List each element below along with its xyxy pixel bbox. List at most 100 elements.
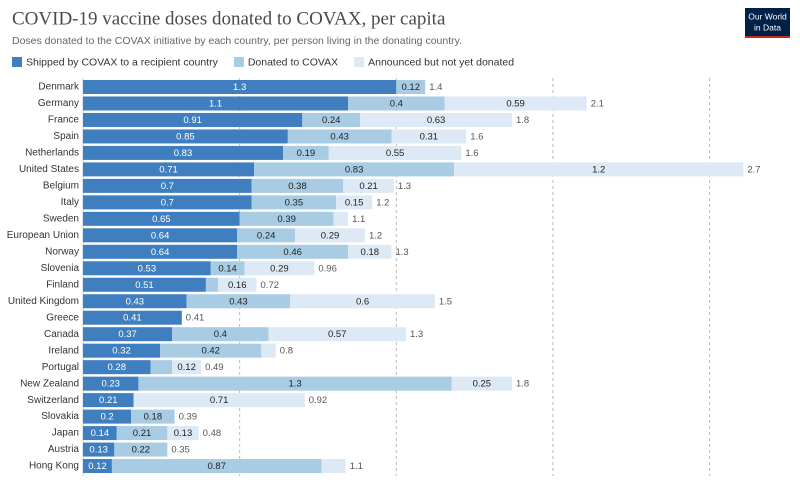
data-label: 0.12 <box>88 461 107 472</box>
data-label: 0.21 <box>99 395 118 406</box>
legend-label: Donated to COVAX <box>248 56 338 68</box>
bar-segment <box>333 211 349 226</box>
bar-segment <box>186 294 291 309</box>
legend-swatch <box>233 57 244 67</box>
total-label: 1.4 <box>429 82 442 93</box>
bar-segment <box>83 409 132 424</box>
data-label: 0.91 <box>183 115 202 126</box>
data-label: 0.6 <box>356 296 369 307</box>
bar-segment <box>133 393 305 408</box>
bar-segment <box>348 244 392 259</box>
y-tick-label: Japan <box>52 428 79 439</box>
bar-segment <box>254 162 455 177</box>
bar-segment <box>336 195 373 210</box>
y-tick-label: France <box>48 115 80 126</box>
bar-segment <box>360 112 512 127</box>
data-label: 0.83 <box>174 148 193 159</box>
bar-segment <box>261 343 276 358</box>
data-label: 0.37 <box>118 329 137 340</box>
y-tick-label: Germany <box>38 98 79 109</box>
total-label: 1.8 <box>516 379 529 390</box>
bar-segment <box>83 360 151 375</box>
data-label: 0.7 <box>161 197 174 208</box>
y-tick-label: United Kingdom <box>8 296 79 307</box>
data-label: 0.57 <box>328 329 347 340</box>
total-label: 2.1 <box>591 98 604 109</box>
total-label: 1.1 <box>352 214 365 225</box>
data-label: 0.42 <box>201 346 220 357</box>
data-label: 1.3 <box>288 379 301 390</box>
total-label: 1.6 <box>465 148 478 159</box>
data-label: 0.53 <box>138 263 157 274</box>
bar-segment <box>343 178 394 193</box>
data-label: 0.85 <box>176 131 195 142</box>
legend-swatch <box>12 57 22 67</box>
bar-segment <box>83 195 252 210</box>
data-label: 0.55 <box>386 148 405 159</box>
total-label: 0.96 <box>318 263 337 274</box>
bar-segment <box>83 228 238 243</box>
data-label: 1.2 <box>592 164 605 175</box>
y-tick-label: Italy <box>61 197 79 208</box>
bar-segment <box>83 80 397 94</box>
total-label: 1.2 <box>369 230 382 241</box>
total-label: 1.3 <box>398 181 411 192</box>
bar-segment <box>160 343 262 358</box>
bar-segment <box>396 80 426 94</box>
chart-title: COVID-19 vaccine doses donated to COVAX,… <box>12 8 446 29</box>
bar-segment <box>205 277 218 292</box>
bar-segment <box>83 310 182 325</box>
bar-segment <box>83 129 288 144</box>
bar-segment <box>83 426 117 441</box>
bar-segment <box>83 442 115 457</box>
bar-segment <box>302 112 361 127</box>
total-label: 2.7 <box>747 164 760 175</box>
bar-segment <box>391 129 467 144</box>
bar-segment <box>251 195 337 210</box>
bar-segment <box>83 162 255 177</box>
data-label: 0.23 <box>101 379 120 390</box>
data-label: 0.83 <box>345 164 364 175</box>
data-label: 0.29 <box>270 263 289 274</box>
data-label: 0.13 <box>89 445 108 456</box>
bar-segment <box>83 393 134 408</box>
bar-segment <box>295 228 365 243</box>
data-label: 0.14 <box>218 263 237 274</box>
total-label: 1.3 <box>410 329 423 340</box>
data-label: 0.43 <box>229 296 248 307</box>
data-label: 0.4 <box>214 329 227 340</box>
data-label: 0.39 <box>277 214 296 225</box>
data-label: 0.43 <box>330 131 349 142</box>
legend-label: Shipped by COVAX to a recipient country <box>26 56 219 68</box>
bar-segment <box>83 376 139 391</box>
data-label: 0.64 <box>151 247 170 258</box>
data-label: 0.28 <box>107 362 126 373</box>
total-label: 0.35 <box>171 445 190 456</box>
bar-segment <box>328 145 462 160</box>
bar-segment <box>172 360 202 375</box>
y-tick-label: Austria <box>48 444 80 455</box>
data-label: 0.7 <box>161 181 174 192</box>
y-tick-label: Finland <box>46 279 79 290</box>
bar-segment <box>83 178 252 193</box>
legend-swatch <box>354 57 365 67</box>
bar-segment <box>83 343 161 358</box>
bar-segment <box>83 459 112 474</box>
data-label: 0.13 <box>174 428 193 439</box>
data-label: 0.12 <box>177 362 196 373</box>
data-label: 0.4 <box>390 98 403 109</box>
data-label: 0.21 <box>133 428 152 439</box>
y-tick-label: Slovenia <box>41 263 80 274</box>
total-label: 1.3 <box>395 247 408 258</box>
total-label: 0.8 <box>280 346 293 357</box>
data-label: 0.16 <box>228 280 247 291</box>
data-label: 0.15 <box>345 197 364 208</box>
bar-segment <box>237 244 349 259</box>
bar-segment <box>321 459 346 474</box>
total-label: 0.41 <box>186 313 205 324</box>
total-label: 0.92 <box>309 395 328 406</box>
total-label: 1.2 <box>376 197 389 208</box>
data-label: 0.87 <box>208 461 227 472</box>
bar-segment <box>210 261 245 276</box>
data-label: 0.31 <box>420 131 439 142</box>
